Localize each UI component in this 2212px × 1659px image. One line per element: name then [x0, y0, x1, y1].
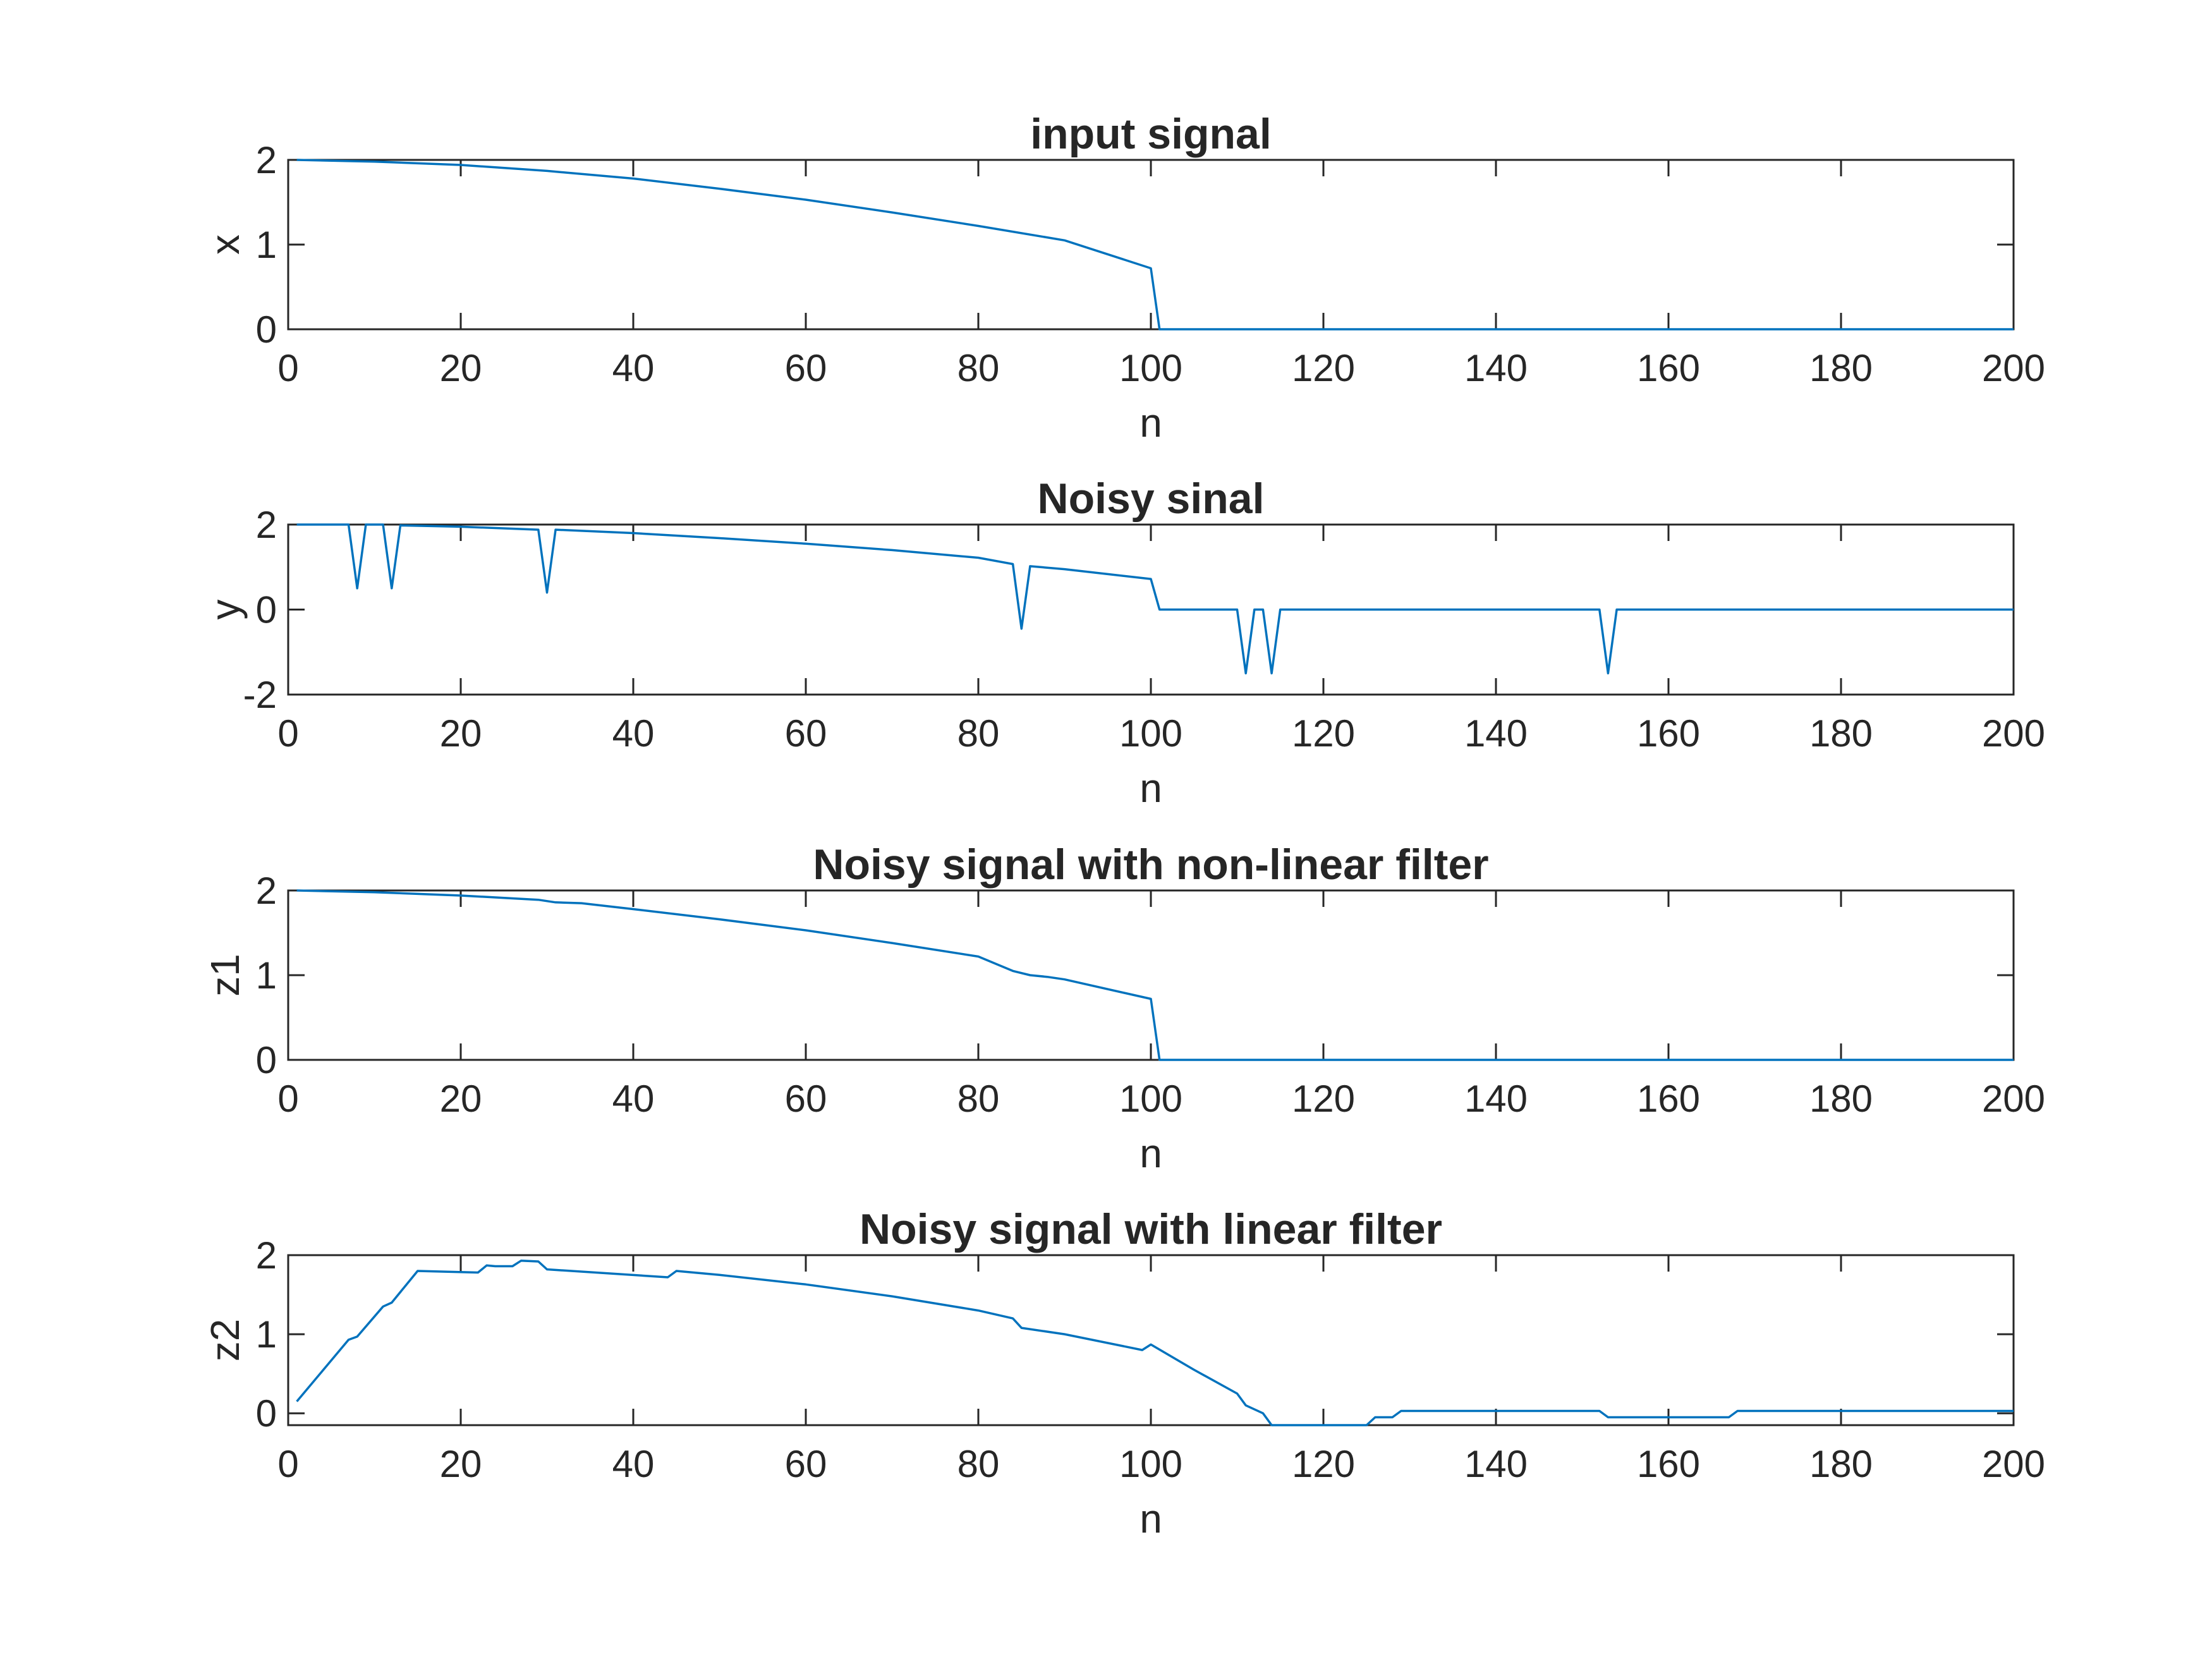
subplot-3: 0 20 40 60 80 100 120 140 160 180 200 0 1 2 Noisy sign… [202, 841, 2045, 1176]
series-line-1 [296, 1260, 2014, 1426]
axes-box [287, 1254, 2015, 1426]
y-tick-label: 2 [256, 504, 277, 546]
x-tick-label: 100 [1119, 1078, 1182, 1120]
y-tick-label: 1 [256, 1313, 277, 1356]
y-axis-label: x [202, 234, 248, 255]
series-line-1 [296, 159, 2014, 331]
x-tick-label: 100 [1119, 347, 1182, 389]
y-tick-label: 2 [256, 139, 277, 181]
x-tick-label: 140 [1464, 1078, 1528, 1120]
y-axis-label: z2 [202, 1319, 248, 1362]
x-tick-label: 140 [1464, 1443, 1528, 1485]
subplot-4: 0 20 40 60 80 100 120 140 160 180 200 0 1 2 Noisy sign… [202, 1205, 2045, 1541]
x-tick-label: 40 [612, 1078, 655, 1120]
x-tick-label: 80 [957, 712, 1000, 755]
y-tick-label: 1 [256, 224, 277, 266]
x-tick-label: 0 [277, 347, 298, 389]
x-tick-label: 180 [1809, 712, 1873, 755]
x-tick-label: 0 [277, 1078, 298, 1120]
y-tick-label: 0 [256, 308, 277, 351]
x-tick-label: 20 [440, 347, 482, 389]
subplot-title: Noisy signal with non-linear filter [813, 841, 1488, 889]
x-tick-label: 120 [1292, 712, 1355, 755]
series-line-1 [296, 523, 2014, 675]
x-tick-label: 200 [1982, 712, 2045, 755]
subplot-1: 0 20 40 60 80 100 120 140 160 180 200 0 1 2 input sign… [202, 110, 2045, 446]
x-tick-label: 180 [1809, 1078, 1873, 1120]
y-tick-label: 0 [256, 1039, 277, 1081]
y-tick-label: -2 [243, 674, 277, 716]
x-tick-label: 160 [1637, 712, 1700, 755]
x-axis-label: n [1139, 765, 1162, 811]
x-tick-label: 180 [1809, 1443, 1873, 1485]
y-tick-label: 2 [256, 1234, 277, 1277]
x-tick-label: 20 [440, 1078, 482, 1120]
x-tick-label: 160 [1637, 1443, 1700, 1485]
x-tick-label: 60 [785, 1443, 827, 1485]
y-tick-label: 0 [256, 589, 277, 631]
x-tick-label: 120 [1292, 1443, 1355, 1485]
x-tick-label: 0 [277, 712, 298, 755]
x-tick-label: 100 [1119, 712, 1182, 755]
x-tick-label: 60 [785, 347, 827, 389]
x-tick-label: 60 [785, 712, 827, 755]
subplot-title: Noisy sinal [1037, 475, 1264, 523]
subplot-title: input signal [1030, 110, 1272, 158]
x-tick-label: 40 [612, 347, 655, 389]
x-tick-label: 140 [1464, 712, 1528, 755]
x-tick-label: 0 [277, 1443, 298, 1485]
subplot-title: Noisy signal with linear filter [860, 1205, 1442, 1253]
x-tick-label: 80 [957, 1078, 1000, 1120]
x-tick-label: 160 [1637, 347, 1700, 389]
x-tick-label: 80 [957, 347, 1000, 389]
x-axis-label: n [1139, 1496, 1162, 1541]
y-tick-label: 2 [256, 870, 277, 912]
x-tick-label: 80 [957, 1443, 1000, 1485]
x-tick-label: 120 [1292, 1078, 1355, 1120]
x-tick-label: 120 [1292, 347, 1355, 389]
x-tick-label: 20 [440, 712, 482, 755]
x-tick-label: 200 [1982, 347, 2045, 389]
x-tick-label: 100 [1119, 1443, 1182, 1485]
x-tick-label: 200 [1982, 1443, 2045, 1485]
series-line-1 [296, 889, 2014, 1061]
x-tick-label: 40 [612, 712, 655, 755]
axes-box [287, 889, 2015, 1061]
x-tick-label: 40 [612, 1443, 655, 1485]
x-tick-label: 20 [440, 1443, 482, 1485]
y-axis-label: y [202, 600, 248, 620]
x-tick-label: 160 [1637, 1078, 1700, 1120]
x-axis-label: n [1139, 400, 1162, 446]
axes-box [287, 159, 2015, 331]
x-tick-label: 180 [1809, 347, 1873, 389]
y-tick-label: 0 [256, 1392, 277, 1435]
x-axis-label: n [1139, 1131, 1162, 1176]
x-tick-label: 60 [785, 1078, 827, 1120]
y-axis-label: z1 [202, 954, 248, 997]
x-tick-label: 140 [1464, 347, 1528, 389]
x-tick-label: 200 [1982, 1078, 2045, 1120]
y-tick-label: 1 [256, 954, 277, 997]
